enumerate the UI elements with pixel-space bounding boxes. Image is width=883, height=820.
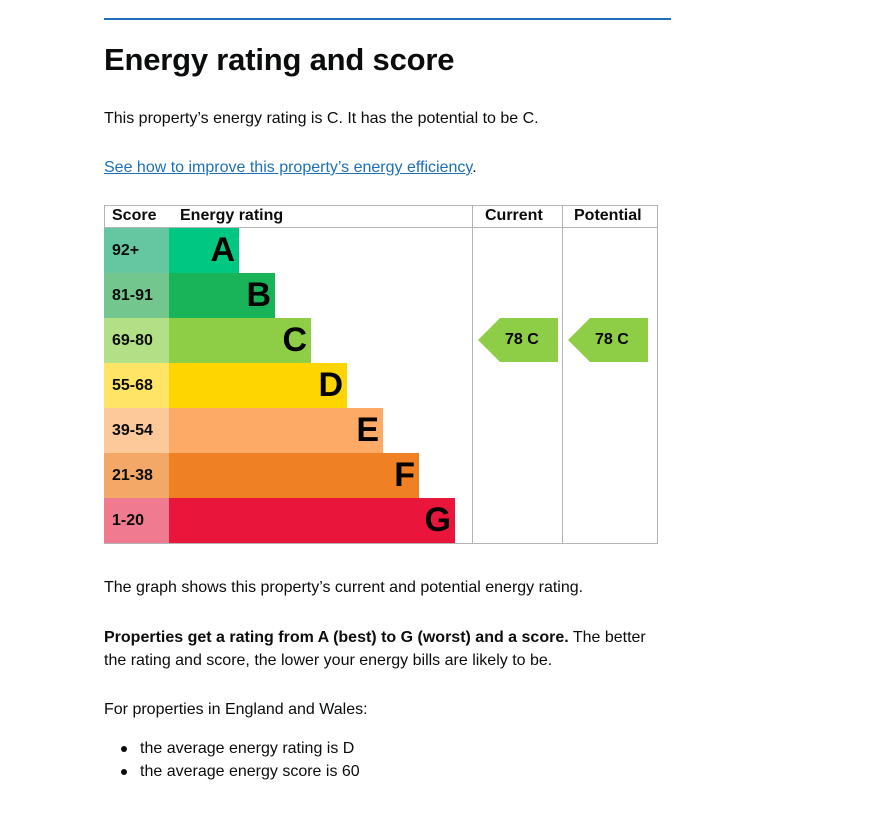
header-current: Current — [485, 207, 543, 224]
page-title: Energy rating and score — [104, 42, 455, 77]
score-range-b: 81-91 — [104, 273, 169, 318]
rating-band-g: G — [169, 498, 455, 543]
rating-letter-c: C — [282, 321, 307, 359]
score-range-g: 1-20 — [104, 498, 169, 543]
averages-list: the average energy rating is D the avera… — [104, 737, 360, 783]
potential-rating-arrow-shape — [568, 318, 648, 362]
energy-rating-chart: Score Energy rating Current Potential 92… — [104, 205, 658, 544]
improve-paragraph: See how to improve this property’s energ… — [104, 156, 477, 179]
improve-efficiency-link[interactable]: See how to improve this property’s energ… — [104, 159, 473, 176]
score-range-d: 55-68 — [104, 363, 169, 408]
rating-explanation-rest: The better the rating and score, the low… — [104, 629, 646, 669]
list-item: the average energy rating is D — [104, 737, 360, 760]
chart-header-divider — [104, 205, 658, 228]
section-divider — [104, 18, 671, 20]
rating-letter-a: A — [210, 231, 235, 269]
rating-band-d: D — [169, 363, 347, 408]
region-intro: For properties in England and Wales: — [104, 701, 368, 718]
rating-letter-e: E — [356, 411, 379, 449]
header-energy-rating: Energy rating — [180, 207, 284, 224]
header-score: Score — [112, 207, 157, 224]
rating-band-f: F — [169, 453, 419, 498]
current-rating-arrow — [478, 318, 558, 362]
rating-band-b: B — [169, 273, 275, 318]
score-range-a: 92+ — [104, 228, 169, 273]
chart-column-divider-potential — [562, 205, 563, 544]
score-range-c: 69-80 — [104, 318, 169, 363]
rating-summary: This property’s energy rating is C. It h… — [104, 110, 539, 127]
rating-band-c: C — [169, 318, 311, 363]
rating-explanation: Properties get a rating from A (best) to… — [104, 626, 664, 672]
potential-rating-arrow — [568, 318, 648, 362]
score-range-f: 21-38 — [104, 453, 169, 498]
rating-band-a: A — [169, 228, 239, 273]
rating-letter-b: B — [246, 276, 271, 314]
rating-band-e: E — [169, 408, 383, 453]
chart-column-divider-current — [472, 205, 473, 544]
list-item: the average energy score is 60 — [104, 760, 360, 783]
header-potential: Potential — [574, 207, 642, 224]
rating-explanation-bold: Properties get a rating from A (best) to… — [104, 629, 569, 646]
graph-caption: The graph shows this property’s current … — [104, 579, 584, 596]
rating-letter-g: G — [424, 501, 451, 539]
link-suffix: . — [472, 159, 477, 176]
rating-letter-d: D — [318, 366, 343, 404]
current-rating-arrow-shape — [478, 318, 558, 362]
potential-rating-label: 78 C — [595, 331, 629, 348]
score-range-e: 39-54 — [104, 408, 169, 453]
current-rating-label: 78 C — [505, 331, 539, 348]
rating-letter-f: F — [394, 456, 415, 494]
